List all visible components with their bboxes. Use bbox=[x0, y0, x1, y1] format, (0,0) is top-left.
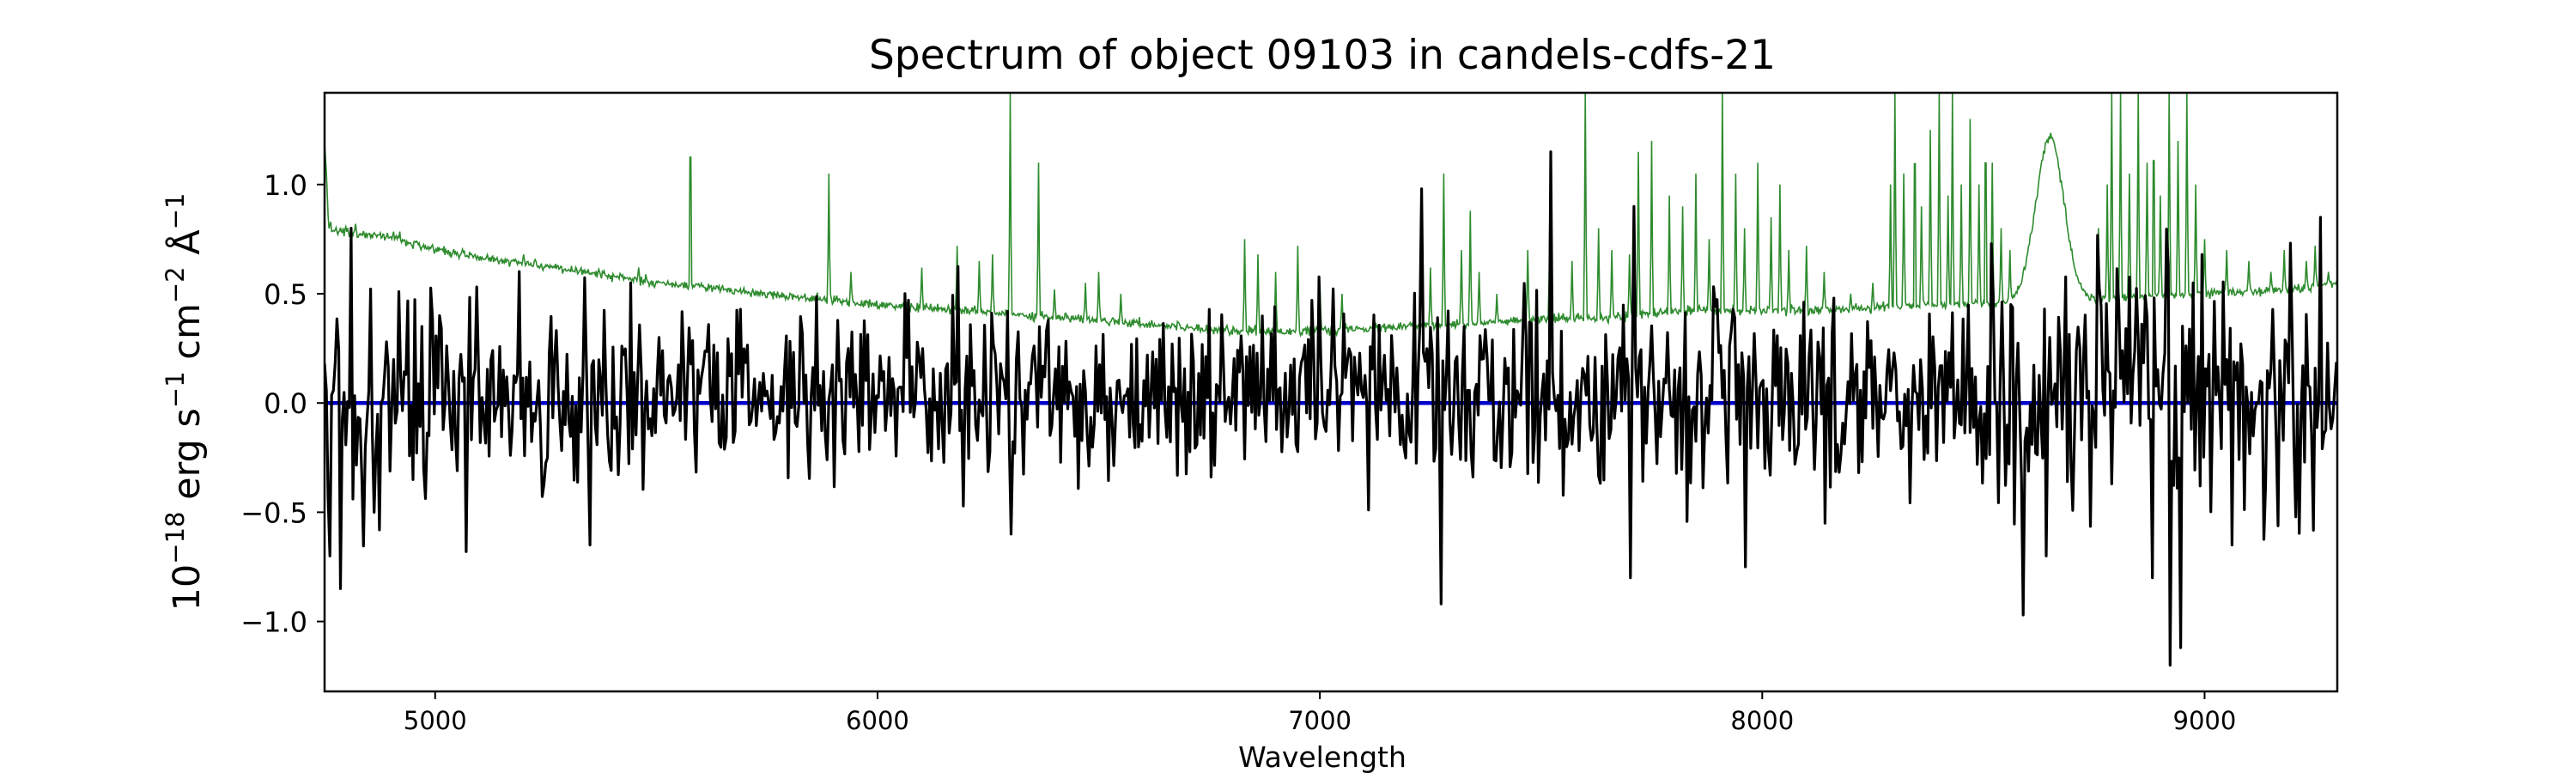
x-tick-label: 5000 bbox=[404, 706, 467, 735]
plot-area: 5000 6000 7000 8000 9000 1.0 0.5 0.0 −0.5 −1.0 bbox=[240, 91, 2339, 735]
y-label-unit1-exp: −1 bbox=[161, 371, 190, 408]
y-tick-label: 1.0 bbox=[264, 169, 307, 202]
y-tick-label: 0.5 bbox=[264, 278, 307, 311]
chart-title: Spectrum of object 09103 in candels-cdfs… bbox=[869, 32, 1776, 79]
y-label-unit2: cm bbox=[166, 303, 209, 371]
y-tick-label: −1.0 bbox=[240, 606, 307, 639]
y-label-unit3: Å bbox=[165, 229, 209, 267]
x-tick-label: 6000 bbox=[846, 706, 909, 735]
y-label-unit2-exp: −2 bbox=[161, 266, 190, 303]
plot-frame bbox=[323, 91, 2339, 693]
y-label-base: 10 bbox=[166, 564, 209, 612]
flux-series-line bbox=[325, 150, 2337, 667]
y-label-base-exp: −18 bbox=[161, 512, 190, 564]
y-label-unit1: erg s bbox=[166, 408, 209, 511]
x-tick-label: 8000 bbox=[1730, 706, 1794, 735]
y-tick-label: 0.0 bbox=[264, 387, 307, 420]
y-tick-label: −0.5 bbox=[240, 496, 307, 529]
svg-text:10−18 erg s−1 cm−2 Å−1: 10−18 erg s−1 cm−2 Å−1 bbox=[161, 193, 209, 612]
x-axis-label: Wavelength bbox=[1238, 740, 1406, 773]
y-label-unit3-exp: −1 bbox=[161, 193, 190, 230]
x-tick-label: 7000 bbox=[1288, 706, 1352, 735]
y-axis-label: 10−18 erg s−1 cm−2 Å−1 bbox=[161, 193, 209, 612]
x-tick-label: 9000 bbox=[2173, 706, 2237, 735]
series-group bbox=[325, 93, 2337, 667]
error-series-line bbox=[325, 93, 2337, 338]
